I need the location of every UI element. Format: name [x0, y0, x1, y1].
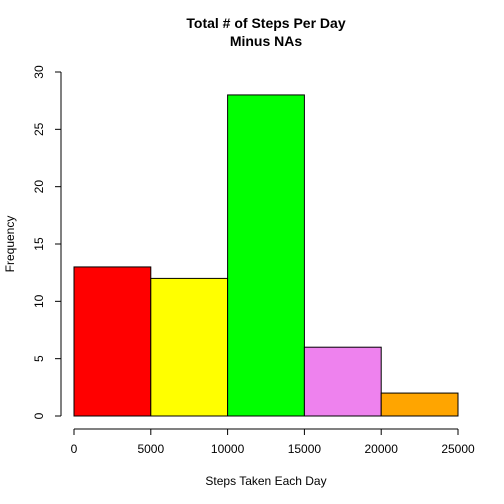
histogram-bar-4	[303, 346, 382, 417]
y-tick-label: 15	[32, 237, 46, 251]
chart-title: Total # of Steps Per Day	[186, 15, 345, 31]
y-axis-label: Frequency	[3, 216, 17, 273]
histogram-bar-5	[380, 392, 459, 417]
y-tick-label: 5	[32, 355, 46, 362]
chart-subtitle: Minus NAs	[230, 33, 303, 49]
y-tick-label: 10	[32, 294, 46, 308]
histogram-bar-3	[227, 94, 305, 417]
histogram-bar-2	[150, 277, 229, 417]
x-tick-label: 15000	[288, 442, 322, 456]
x-axis-label: Steps Taken Each Day	[205, 474, 326, 488]
x-axis: 0 5000 10000 15000 20000 25000	[71, 428, 475, 456]
y-tick-label: 20	[32, 180, 46, 194]
x-tick-label: 10000	[211, 442, 245, 456]
y-axis: 0 5 10 15 20 25 30	[32, 65, 62, 419]
x-tick-label: 5000	[137, 442, 164, 456]
y-tick-label: 0	[32, 412, 46, 419]
y-tick-label: 30	[32, 65, 46, 79]
y-tick-label: 25	[32, 122, 46, 136]
x-tick-label: 0	[71, 442, 78, 456]
bars-group	[73, 94, 459, 417]
x-tick-label: 20000	[365, 442, 399, 456]
histogram-bar-1	[73, 266, 152, 417]
x-tick-label: 25000	[441, 442, 475, 456]
